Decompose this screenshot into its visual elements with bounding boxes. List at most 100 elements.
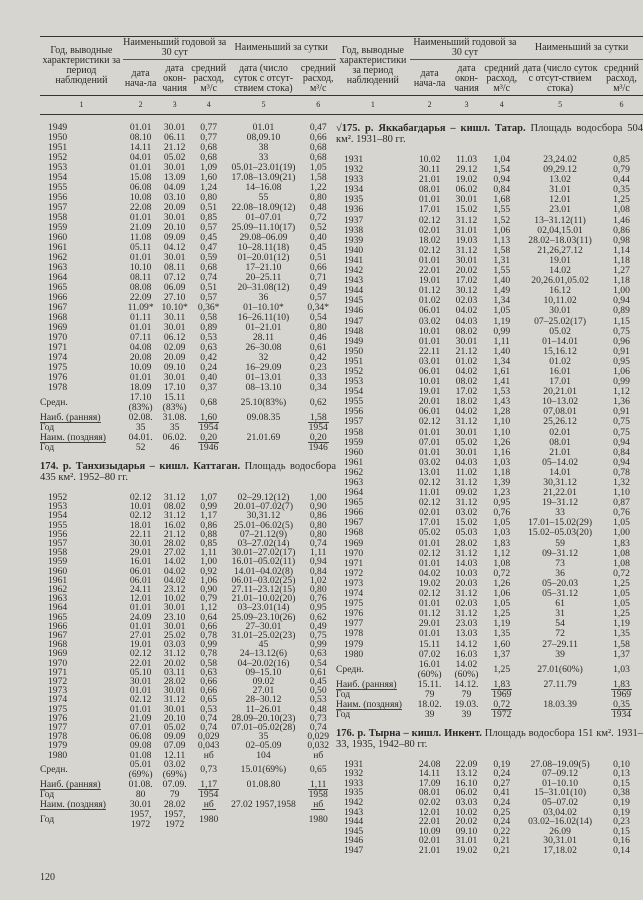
summary-row: Наиб. (ранняя) 15.11. 14.12. 1,83 27.11.79 1,… <box>336 679 643 690</box>
value-cell: 09–15.10 <box>245 666 282 678</box>
summary-row: Средн. 05.01 (69%) 03.02 (69%) 0,73 15.01(69… <box>40 759 336 780</box>
header-column-number: 4 <box>190 95 227 115</box>
year-cell: 1978 <box>48 382 68 393</box>
value-cell: 20.10 <box>163 222 186 233</box>
value-cell: 73 <box>555 557 565 569</box>
table-row: 1974 20.08 20.09 0,42 32 0,42 <box>40 353 336 363</box>
value-cell: 08,09.10 <box>246 132 281 143</box>
value-cell: 17.01 <box>549 376 571 388</box>
table-row: 1953 10.01 08.02 0,99 20.01–07.02(7) 0,90 <box>40 501 336 513</box>
year-cell: 1953 <box>48 501 68 513</box>
header-start: дата нача-ла <box>413 68 446 89</box>
summary-value: Год <box>40 442 55 453</box>
table-row: 1966 02.01 03.02 0,76 33 0,76 <box>336 508 643 518</box>
table-row: 1959 21.09 20.10 0,57 25.09–11.10(17) 0,52 <box>40 223 336 233</box>
table-row: 1938 02.01 31.01 1,06 02,04,15.01 0,86 <box>336 225 643 236</box>
year-cell: 1944 <box>344 816 364 828</box>
year-cell: 1958 <box>344 426 364 438</box>
value-cell: 30.12 <box>455 285 478 297</box>
value-cell: 03.02 <box>418 456 441 468</box>
value-cell: 08.08 <box>129 282 152 293</box>
summary-value: 0,35 <box>611 698 632 710</box>
value-cell: 21.12 <box>163 142 186 153</box>
year-cell: 1966 <box>48 292 68 303</box>
table-header: Год, выводные характеристики за период н… <box>40 36 336 115</box>
value-cell: 26–30.08 <box>245 342 282 353</box>
value-cell: 31 <box>555 608 565 620</box>
summary-row: Год 80 79 1954 1958 <box>40 789 336 800</box>
value-cell: 11.01 <box>419 487 441 499</box>
value-cell: 07–21.12(9) <box>239 528 288 540</box>
value-cell: 0,57 <box>200 292 218 303</box>
value-cell: 1,83 <box>493 537 511 549</box>
value-cell: 30.01 <box>163 620 186 632</box>
summary-label: Средн. <box>40 760 123 780</box>
header-dateDay: дата (число суток с отсут-ствием стока) <box>233 63 294 94</box>
summary-cell: 1980 <box>300 810 336 830</box>
table-row: 1953 10.01 08.02 1,41 17.01 0,99 <box>336 376 643 388</box>
value-cell: 19.01 <box>418 386 441 398</box>
value-cell: 30.01 <box>163 252 186 263</box>
summary-label: Год <box>40 423 123 433</box>
value-cell: 19.02 <box>455 845 478 857</box>
year-cell: 1932 <box>344 164 364 176</box>
value-cell: 07.02 <box>418 648 441 660</box>
summary-cell: 1954 <box>191 423 227 433</box>
summary-value: 30.01 <box>129 798 152 810</box>
year-cell: 1972 <box>48 676 68 688</box>
summary-value: 01.08.80 <box>246 778 281 790</box>
value-cell: 1,11 <box>493 335 510 347</box>
table-row: 1969 02.12 31.12 0,78 24–13.12(6) 0,63 <box>40 649 336 659</box>
value-cell: 11.03 <box>455 154 478 165</box>
value-cell: 06.01 <box>129 574 152 586</box>
value-cell: 1,10 <box>613 487 630 499</box>
summary-cell: 16.01 (60%) <box>410 659 450 680</box>
value-cell: 1,26 <box>493 577 511 589</box>
value-cell: 15,16.12 <box>543 345 577 357</box>
year-cell: 1970 <box>48 657 68 669</box>
value-cell: 0,75 <box>613 325 630 337</box>
table-row: 1969 01.01 30.01 0,89 01–21.01 0,80 <box>40 323 336 333</box>
value-cell: 1,49 <box>493 285 511 297</box>
value-cell: 31.12 <box>163 492 186 503</box>
table-row: 1945 10.09 09.10 0,22 26.09 0,15 <box>336 827 643 837</box>
year-cell: 1965 <box>344 497 364 509</box>
summary-value: 0,65 <box>309 763 327 775</box>
value-cell: 1,14 <box>613 244 630 256</box>
value-cell: 25.09–23.10(26) <box>231 611 296 623</box>
summary-label: Год <box>336 709 410 720</box>
summary-value: 79 <box>424 688 435 700</box>
value-cell: 17.01–15.02(29) <box>528 517 593 529</box>
summary-cell <box>226 443 300 453</box>
value-cell: 1,05 <box>493 305 511 317</box>
value-cell: 0,34 <box>309 382 327 393</box>
summary-value: 1,58 <box>307 412 329 423</box>
value-cell: 0,24 <box>493 768 511 780</box>
table-row: 1975 10.09 09.10 0,24 16–29.09 0,23 <box>40 363 336 373</box>
value-cell: 0,68 <box>309 152 327 163</box>
value-cell: 0,85 <box>613 154 630 165</box>
table-row: 1959 07.01 05.02 1,26 08.01 0,94 <box>336 437 643 448</box>
value-cell: 03.02–16.02(14) <box>528 816 593 828</box>
value-cell: 08.10 <box>129 132 152 143</box>
summary-cell: 18.03.39 <box>520 699 600 710</box>
summary-value: Год <box>40 422 55 433</box>
value-cell: 0,62 <box>309 611 327 623</box>
value-cell: 15.02 <box>455 204 478 216</box>
value-cell: 01.01 <box>129 322 152 333</box>
summary-label: Средн. <box>336 660 410 680</box>
table-row: 1950 08.10 06.11 0,77 08,09.10 0,66 <box>40 133 336 143</box>
year-cell: 1968 <box>344 527 364 539</box>
value-cell: 33 <box>258 152 269 163</box>
value-cell: 12.01 <box>549 194 571 206</box>
value-cell: 0,23 <box>613 816 630 828</box>
value-cell: 0,57 <box>200 222 218 233</box>
value-cell: 04.09 <box>163 182 186 193</box>
value-cell: 1,05 <box>613 598 630 610</box>
value-cell: 18.01 <box>129 519 152 531</box>
station-info: Площадь водосбора 504 км². 1931–80 гг. <box>336 123 643 145</box>
table-row: 1945 01.02 02.03 1,34 10,11.02 0,94 <box>336 296 643 306</box>
value-cell: 02.01 <box>418 835 441 847</box>
header-column-number: 6 <box>300 95 336 115</box>
year-cell: 1951 <box>344 355 364 367</box>
